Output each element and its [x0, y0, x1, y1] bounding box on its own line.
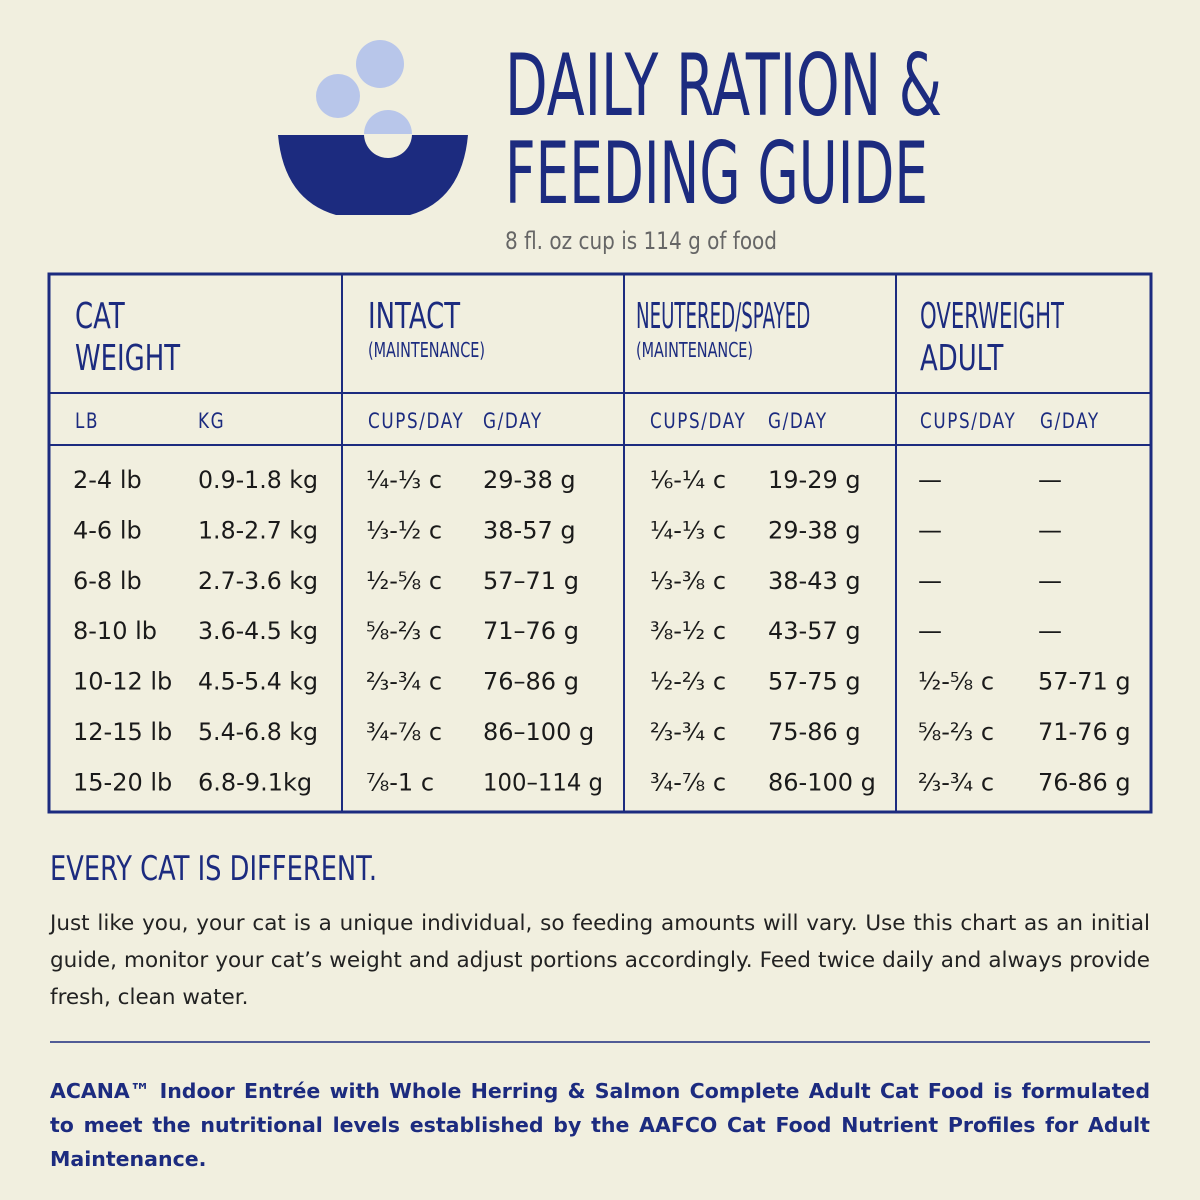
table-cell: —	[918, 617, 942, 645]
table-cell: ⅓-⅜ c	[650, 567, 726, 595]
group-title: OVERWEIGHT	[920, 296, 1065, 337]
table-cell: ½-⅝ c	[918, 668, 994, 696]
title: DAILY RATION &	[505, 36, 942, 136]
table-cell: 12-15 lb	[73, 718, 172, 746]
table-cell: 29-38 g	[768, 516, 861, 544]
bowl-icon	[278, 40, 468, 215]
column-header: CUPS/DAY	[368, 409, 464, 433]
table-cell: ⅓-½ c	[366, 516, 442, 544]
footnote: ACANA™ Indoor Entrée with Whole Herring …	[50, 1079, 1150, 1171]
table-cell: ⅞-1 c	[366, 768, 434, 796]
table-cell: 19-29 g	[768, 466, 861, 494]
table-cell: 29-38 g	[483, 466, 576, 494]
section-heading: EVERY CAT IS DIFFERENT.	[50, 849, 377, 889]
table-cell: ½-⅝ c	[366, 567, 442, 595]
table-cell: 2.7-3.6 kg	[198, 567, 318, 595]
table-cell: ½-⅔ c	[650, 668, 726, 696]
table-cell: 3.6-4.5 kg	[198, 617, 318, 645]
column-header: CUPS/DAY	[650, 409, 746, 433]
group-note: (MAINTENANCE)	[636, 338, 753, 362]
group-note: (MAINTENANCE)	[368, 338, 485, 362]
table-cell: ⅜-½ c	[650, 617, 726, 645]
table-cell: 10-12 lb	[73, 668, 172, 696]
table-cell: ¼-⅓ c	[366, 466, 442, 494]
section-body: Just like you, your cat is a unique indi…	[50, 911, 1150, 1010]
column-header: LB	[75, 409, 99, 433]
table-cell: ⅙-¼ c	[650, 466, 726, 494]
group-title: NEUTERED/SPAYED	[636, 296, 810, 337]
column-header: G/DAY	[768, 409, 828, 433]
table-cell: 6-8 lb	[73, 567, 142, 595]
table-cell: 38-43 g	[768, 567, 861, 595]
table-cell: 1.8-2.7 kg	[198, 516, 318, 544]
table-cell: 76-86 g	[1038, 768, 1131, 796]
table-cell: ⅔-¾ c	[366, 668, 442, 696]
table-cell: —	[918, 516, 942, 544]
table-cell: 57-75 g	[768, 668, 861, 696]
table-cell: 15-20 lb	[73, 768, 172, 796]
table-cell: 86–100 g	[483, 718, 594, 746]
table-cell: 76–86 g	[483, 668, 579, 696]
table-cell: 5.4-6.8 kg	[198, 718, 318, 746]
table-cell: ¾-⅞ c	[366, 718, 442, 746]
table-cell: 57–71 g	[483, 567, 579, 595]
column-header: KG	[198, 409, 225, 433]
table-cell: —	[1038, 617, 1062, 645]
table-cell: 38-57 g	[483, 516, 576, 544]
table-cell: 4-6 lb	[73, 516, 142, 544]
group-title: ADULT	[920, 338, 1004, 379]
table-cell: 43-57 g	[768, 617, 861, 645]
table-cell: —	[1038, 567, 1062, 595]
table-cell: 71-76 g	[1038, 718, 1131, 746]
table-cell: 75-86 g	[768, 718, 861, 746]
table-cell: 57-71 g	[1038, 668, 1131, 696]
table-cell: 2-4 lb	[73, 466, 142, 494]
column-header: G/DAY	[1040, 409, 1100, 433]
table-cell: —	[918, 466, 942, 494]
table-cell: 71–76 g	[483, 617, 579, 645]
title: FEEDING GUIDE	[505, 124, 928, 224]
table-cell: —	[1038, 516, 1062, 544]
table-cell: 0.9-1.8 kg	[198, 466, 318, 494]
group-title: INTACT	[368, 296, 461, 337]
column-header: CUPS/DAY	[920, 409, 1016, 433]
table-cell: ⅔-¾ c	[650, 718, 726, 746]
table-cell: 4.5-5.4 kg	[198, 668, 318, 696]
table-cell: —	[1038, 466, 1062, 494]
table-cell: 6.8-9.1kg	[198, 768, 312, 796]
subtitle: 8 fl. oz cup is 114 g of food	[505, 227, 777, 255]
table-cell: —	[918, 567, 942, 595]
table-cell: 100–114 g	[483, 768, 603, 796]
table-cell: ⅝-⅔ c	[918, 718, 994, 746]
table-cell: ⅔-¾ c	[918, 768, 994, 796]
table	[47, 272, 1153, 814]
group-title: CAT	[75, 296, 125, 337]
table-cell: ⅝-⅔ c	[366, 617, 442, 645]
table-cell: 8-10 lb	[73, 617, 157, 645]
group-title: WEIGHT	[75, 338, 181, 379]
column-header: G/DAY	[483, 409, 543, 433]
table-cell: ¾-⅞ c	[650, 768, 726, 796]
table-cell: 86-100 g	[768, 768, 876, 796]
table-cell: ¼-⅓ c	[650, 516, 726, 544]
